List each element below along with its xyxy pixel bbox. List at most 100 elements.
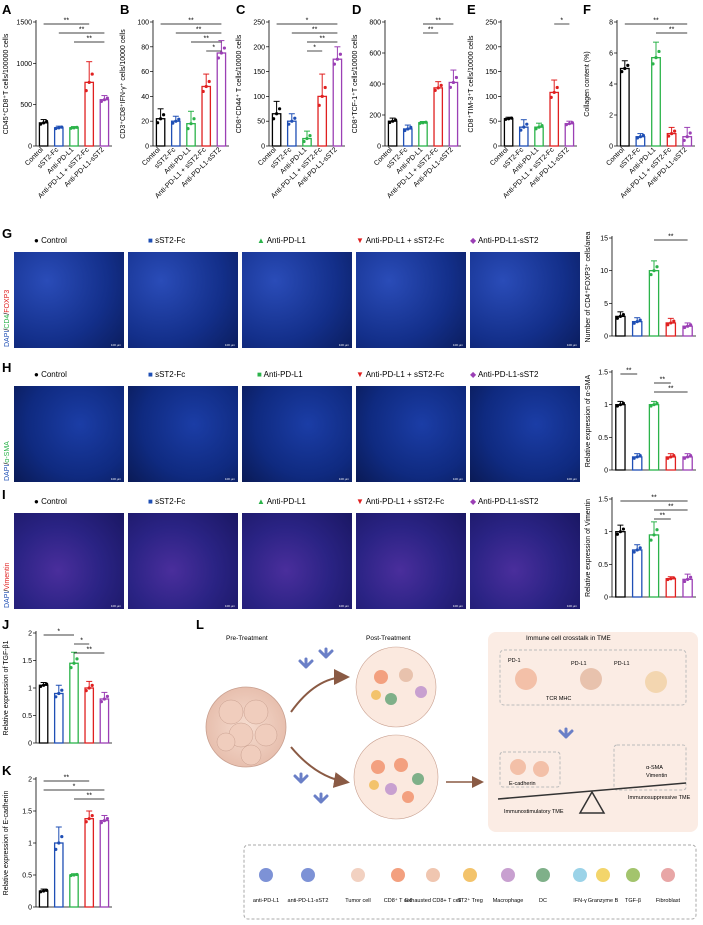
data-point xyxy=(436,86,440,90)
data-point xyxy=(439,83,443,87)
data-point xyxy=(174,119,178,123)
data-point xyxy=(39,684,43,688)
y-tick-label: 4 xyxy=(609,82,613,89)
y-tick-label: 8 xyxy=(609,20,613,27)
data-point xyxy=(669,321,673,325)
y-tick-label: 0 xyxy=(604,334,608,341)
data-point xyxy=(75,125,79,129)
legend-sst2fc-h: ■ sST2-Fc xyxy=(148,370,186,379)
bar xyxy=(186,123,196,147)
significance-mark: ** xyxy=(668,234,674,241)
significance-mark: ** xyxy=(428,27,434,34)
significance-mark: ** xyxy=(669,27,675,34)
legend-fusion-i: ◆ Anti-PD-L1-sST2 xyxy=(470,497,539,506)
significance-mark: * xyxy=(212,45,215,52)
significance-mark: ** xyxy=(86,793,92,800)
data-point xyxy=(507,117,511,121)
scale-bar-label: 100 μm xyxy=(110,604,121,608)
data-point xyxy=(652,269,656,273)
significance-mark: ** xyxy=(660,513,666,520)
data-point xyxy=(655,265,659,269)
panel-label-a: A xyxy=(2,2,12,17)
panel-label-j: J xyxy=(2,617,10,632)
micrograph-tile: 100 μm xyxy=(242,386,352,482)
data-point xyxy=(99,821,103,825)
y-tick-label: 200 xyxy=(253,44,265,51)
data-point xyxy=(626,63,630,67)
data-point xyxy=(504,117,508,121)
legend-antipdl1-g: ▲ Anti-PD-L1 xyxy=(257,236,306,245)
data-point xyxy=(302,139,306,144)
data-point xyxy=(69,873,73,878)
y-axis-label: Relative expression of E-cadherin xyxy=(3,791,10,896)
y-tick-label: 500 xyxy=(20,102,32,109)
data-point xyxy=(549,95,553,99)
ecadherin-label: E-cadherin xyxy=(509,781,536,787)
y-tick-label: 1.5 xyxy=(22,658,32,665)
scale-bar-label: 100 μm xyxy=(452,604,463,608)
scale-bar-label: 100 μm xyxy=(566,604,577,608)
significance-mark: ** xyxy=(196,27,202,34)
data-point xyxy=(632,321,636,325)
micrograph-tile: 100 μm xyxy=(242,252,352,348)
chart-g: Number of CD4⁺FOXP3⁺ cells/area 0 5 10 15 ** xyxy=(585,231,696,342)
data-point xyxy=(42,889,46,893)
bar xyxy=(564,123,575,147)
micrograph-tile: 100 μm xyxy=(242,513,352,609)
tumor-cell-icon xyxy=(580,668,602,690)
y-tick-label: 0.5 xyxy=(22,713,32,720)
micrograph-row-i: 100 μm 100 μm 100 μm 100 μm 100 μm xyxy=(14,513,582,609)
data-point xyxy=(57,691,61,696)
legend-fusion-g: ◆ Anti-PD-L1-sST2 xyxy=(470,236,539,245)
legend-fusion-h: ◆ Anti-PD-L1-sST2 xyxy=(470,370,539,379)
legend-antipdl1-h: ■ Anti-PD-L1 xyxy=(257,370,303,379)
data-point xyxy=(391,119,395,123)
legend-row-i: ● Control ■ sST2-Fc ▲ Anti-PD-L1 ▼ Anti-… xyxy=(14,489,574,509)
bar xyxy=(648,404,660,471)
data-point xyxy=(615,404,619,408)
legend-sst2fc-i: ■ sST2-Fc xyxy=(148,497,186,506)
y-axis-label: Collagen content (%) xyxy=(584,51,591,116)
pdl1-label-a: PD-L1 xyxy=(571,661,587,667)
micrograph-tile: 100 μm xyxy=(356,513,466,609)
y-tick-label: 80 xyxy=(141,44,149,51)
data-point xyxy=(433,88,437,92)
micrograph-tile: 100 μm xyxy=(14,386,124,482)
y-axis-label: Relative expression of Vimentin xyxy=(585,499,592,597)
y-tick-label: 5 xyxy=(604,301,608,308)
data-point xyxy=(672,576,676,580)
panel-label-k: K xyxy=(2,763,12,778)
data-point xyxy=(72,126,76,130)
data-point xyxy=(451,80,455,85)
data-point xyxy=(278,107,282,111)
legend-control-h: ● Control xyxy=(34,370,67,379)
legend-label: Granzyme B xyxy=(588,898,619,904)
data-point xyxy=(454,75,458,80)
bar xyxy=(216,52,227,147)
data-point xyxy=(638,454,642,458)
significance-mark: ** xyxy=(79,27,85,34)
data-point xyxy=(57,126,61,130)
micrograph-tile: 100 μm xyxy=(14,252,124,348)
data-point xyxy=(105,816,109,821)
significance-mark: ** xyxy=(203,36,209,43)
micrograph-tile: 100 μm xyxy=(128,386,238,482)
data-point xyxy=(42,121,46,125)
significance-mark: ** xyxy=(651,495,657,502)
chart-c: CD8⁺CD44⁺ T cells/10000 cells 0 50 100 150 20… xyxy=(236,18,345,200)
y-tick-label: 100 xyxy=(485,94,497,101)
data-point xyxy=(519,128,523,132)
panel-label-i: I xyxy=(2,487,6,502)
arrow-upper xyxy=(290,669,350,713)
micrograph-row-h: 100 μm 100 μm 100 μm 100 μm 100 μm xyxy=(14,386,582,482)
y-tick-label: 100 xyxy=(253,94,265,101)
data-point xyxy=(618,530,622,534)
data-point xyxy=(69,126,73,130)
significance-mark: ** xyxy=(64,775,70,782)
y-tick-label: 200 xyxy=(485,44,497,51)
significance-mark: ** xyxy=(319,36,325,43)
y-tick-label: 50 xyxy=(489,119,497,126)
data-point xyxy=(418,121,422,125)
bar xyxy=(651,57,661,147)
data-point xyxy=(54,847,58,851)
